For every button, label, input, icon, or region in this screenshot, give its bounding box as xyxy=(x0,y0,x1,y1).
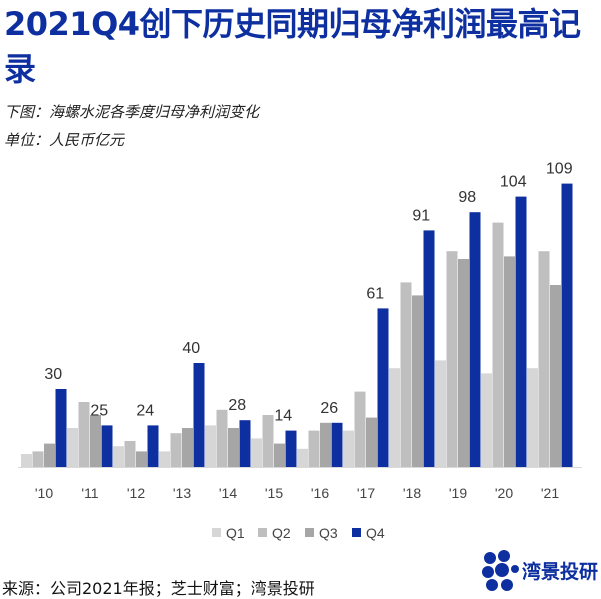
bar-q3-10 xyxy=(504,256,515,467)
bar-q2-6 xyxy=(308,430,320,467)
bar-q2-9 xyxy=(446,251,458,467)
bar-q2-5 xyxy=(262,415,274,467)
bar-q3-3 xyxy=(182,428,193,467)
bar-q2-8 xyxy=(400,282,412,467)
bar-q3-7 xyxy=(366,417,377,467)
bar-q3-1 xyxy=(90,415,101,467)
legend-label-q4: Q4 xyxy=(366,525,385,541)
bar-q3-5 xyxy=(274,443,285,467)
bar-q1-0 xyxy=(21,454,32,467)
data-label-3: 40 xyxy=(182,340,200,357)
legend-label-q2: Q2 xyxy=(272,525,291,541)
bar-q2-2 xyxy=(124,441,136,467)
data-label-11: 109 xyxy=(546,161,573,178)
bar-q1-9 xyxy=(435,360,446,467)
data-label-2: 24 xyxy=(136,402,154,419)
bar-q1-5 xyxy=(251,438,262,467)
bar-q4-6 xyxy=(331,422,343,467)
bar-q4-2 xyxy=(147,425,159,467)
data-label-4: 28 xyxy=(228,397,246,414)
data-label-7: 61 xyxy=(366,285,384,302)
bar-q1-10 xyxy=(481,373,492,467)
bar-q4-1 xyxy=(101,425,113,467)
legend-swatch-q4 xyxy=(352,528,361,537)
bar-q2-10 xyxy=(492,222,504,467)
bar-q3-2 xyxy=(136,451,147,467)
bar-q2-1 xyxy=(78,402,90,467)
bar-chart: 30 '10 25 '11 24 '12 40 '13 28 '14 14 '15 26 '16 61 '17… xyxy=(18,161,582,541)
bar-q1-3 xyxy=(159,451,170,467)
bar-q3-6 xyxy=(320,422,331,467)
x-tick-label-11: '21 xyxy=(541,485,559,501)
x-tick-label-8: '18 xyxy=(403,485,421,501)
data-label-6: 26 xyxy=(320,400,338,417)
data-label-10: 104 xyxy=(500,174,527,191)
bar-q1-1 xyxy=(67,428,78,467)
bar-q4-11 xyxy=(561,183,573,467)
bar-q4-4 xyxy=(239,420,251,467)
legend-label-q1: Q1 xyxy=(226,525,245,541)
bar-q3-0 xyxy=(44,443,55,467)
bar-q4-10 xyxy=(515,196,527,467)
bar-q1-11 xyxy=(527,368,538,467)
bar-q2-3 xyxy=(170,433,182,467)
x-tick-label-9: '19 xyxy=(449,485,467,501)
chart-subtitle: 下图：海螺水泥各季度归母净利润变化 xyxy=(4,103,260,121)
unit-label: 单位：人民币亿元 xyxy=(4,131,125,149)
data-label-0: 30 xyxy=(44,366,62,383)
bar-q3-8 xyxy=(412,295,423,467)
bar-q1-8 xyxy=(389,368,400,467)
bar-q2-7 xyxy=(354,391,366,467)
logo-icon xyxy=(482,550,519,591)
x-tick-label-7: '17 xyxy=(357,485,375,501)
bar-q1-4 xyxy=(205,425,216,467)
chart-title: 2021Q4创下历史同期归母净利润最高记录 xyxy=(4,5,581,88)
legend-swatch-q1 xyxy=(212,528,221,537)
bar-q4-8 xyxy=(423,230,435,467)
x-tick-label-2: '12 xyxy=(127,485,145,501)
bar-q2-0 xyxy=(32,451,44,467)
bar-q2-4 xyxy=(216,409,228,467)
bar-q2-11 xyxy=(538,251,550,467)
legend-swatch-q3 xyxy=(305,528,314,537)
x-tick-label-3: '13 xyxy=(173,485,191,501)
x-tick-label-1: '11 xyxy=(81,485,98,501)
bar-q4-5 xyxy=(285,430,297,467)
bar-q4-0 xyxy=(55,389,67,467)
bar-q1-7 xyxy=(343,430,354,467)
bar-q1-6 xyxy=(297,448,308,467)
data-label-5: 14 xyxy=(274,408,292,425)
bar-q4-7 xyxy=(377,308,389,467)
source-note: 来源：公司2021年报；芝士财富；湾景投研 xyxy=(2,579,315,598)
bar-q4-3 xyxy=(193,363,205,467)
data-label-9: 98 xyxy=(458,189,476,206)
legend-label-q3: Q3 xyxy=(319,525,338,541)
bar-q1-2 xyxy=(113,446,124,467)
bar-q3-9 xyxy=(458,259,469,467)
data-label-8: 91 xyxy=(412,207,430,224)
logo-text: 湾景投研 xyxy=(522,561,599,583)
bar-q3-11 xyxy=(550,285,561,467)
data-label-1: 25 xyxy=(90,402,108,419)
x-tick-label-4: '14 xyxy=(219,485,237,501)
bar-q3-4 xyxy=(228,428,239,467)
legend-swatch-q2 xyxy=(258,528,267,537)
x-tick-label-6: '16 xyxy=(311,485,329,501)
bar-q4-9 xyxy=(469,212,481,467)
x-tick-label-10: '20 xyxy=(495,485,513,501)
x-tick-label-5: '15 xyxy=(265,485,283,501)
x-tick-label-0: '10 xyxy=(35,485,53,501)
